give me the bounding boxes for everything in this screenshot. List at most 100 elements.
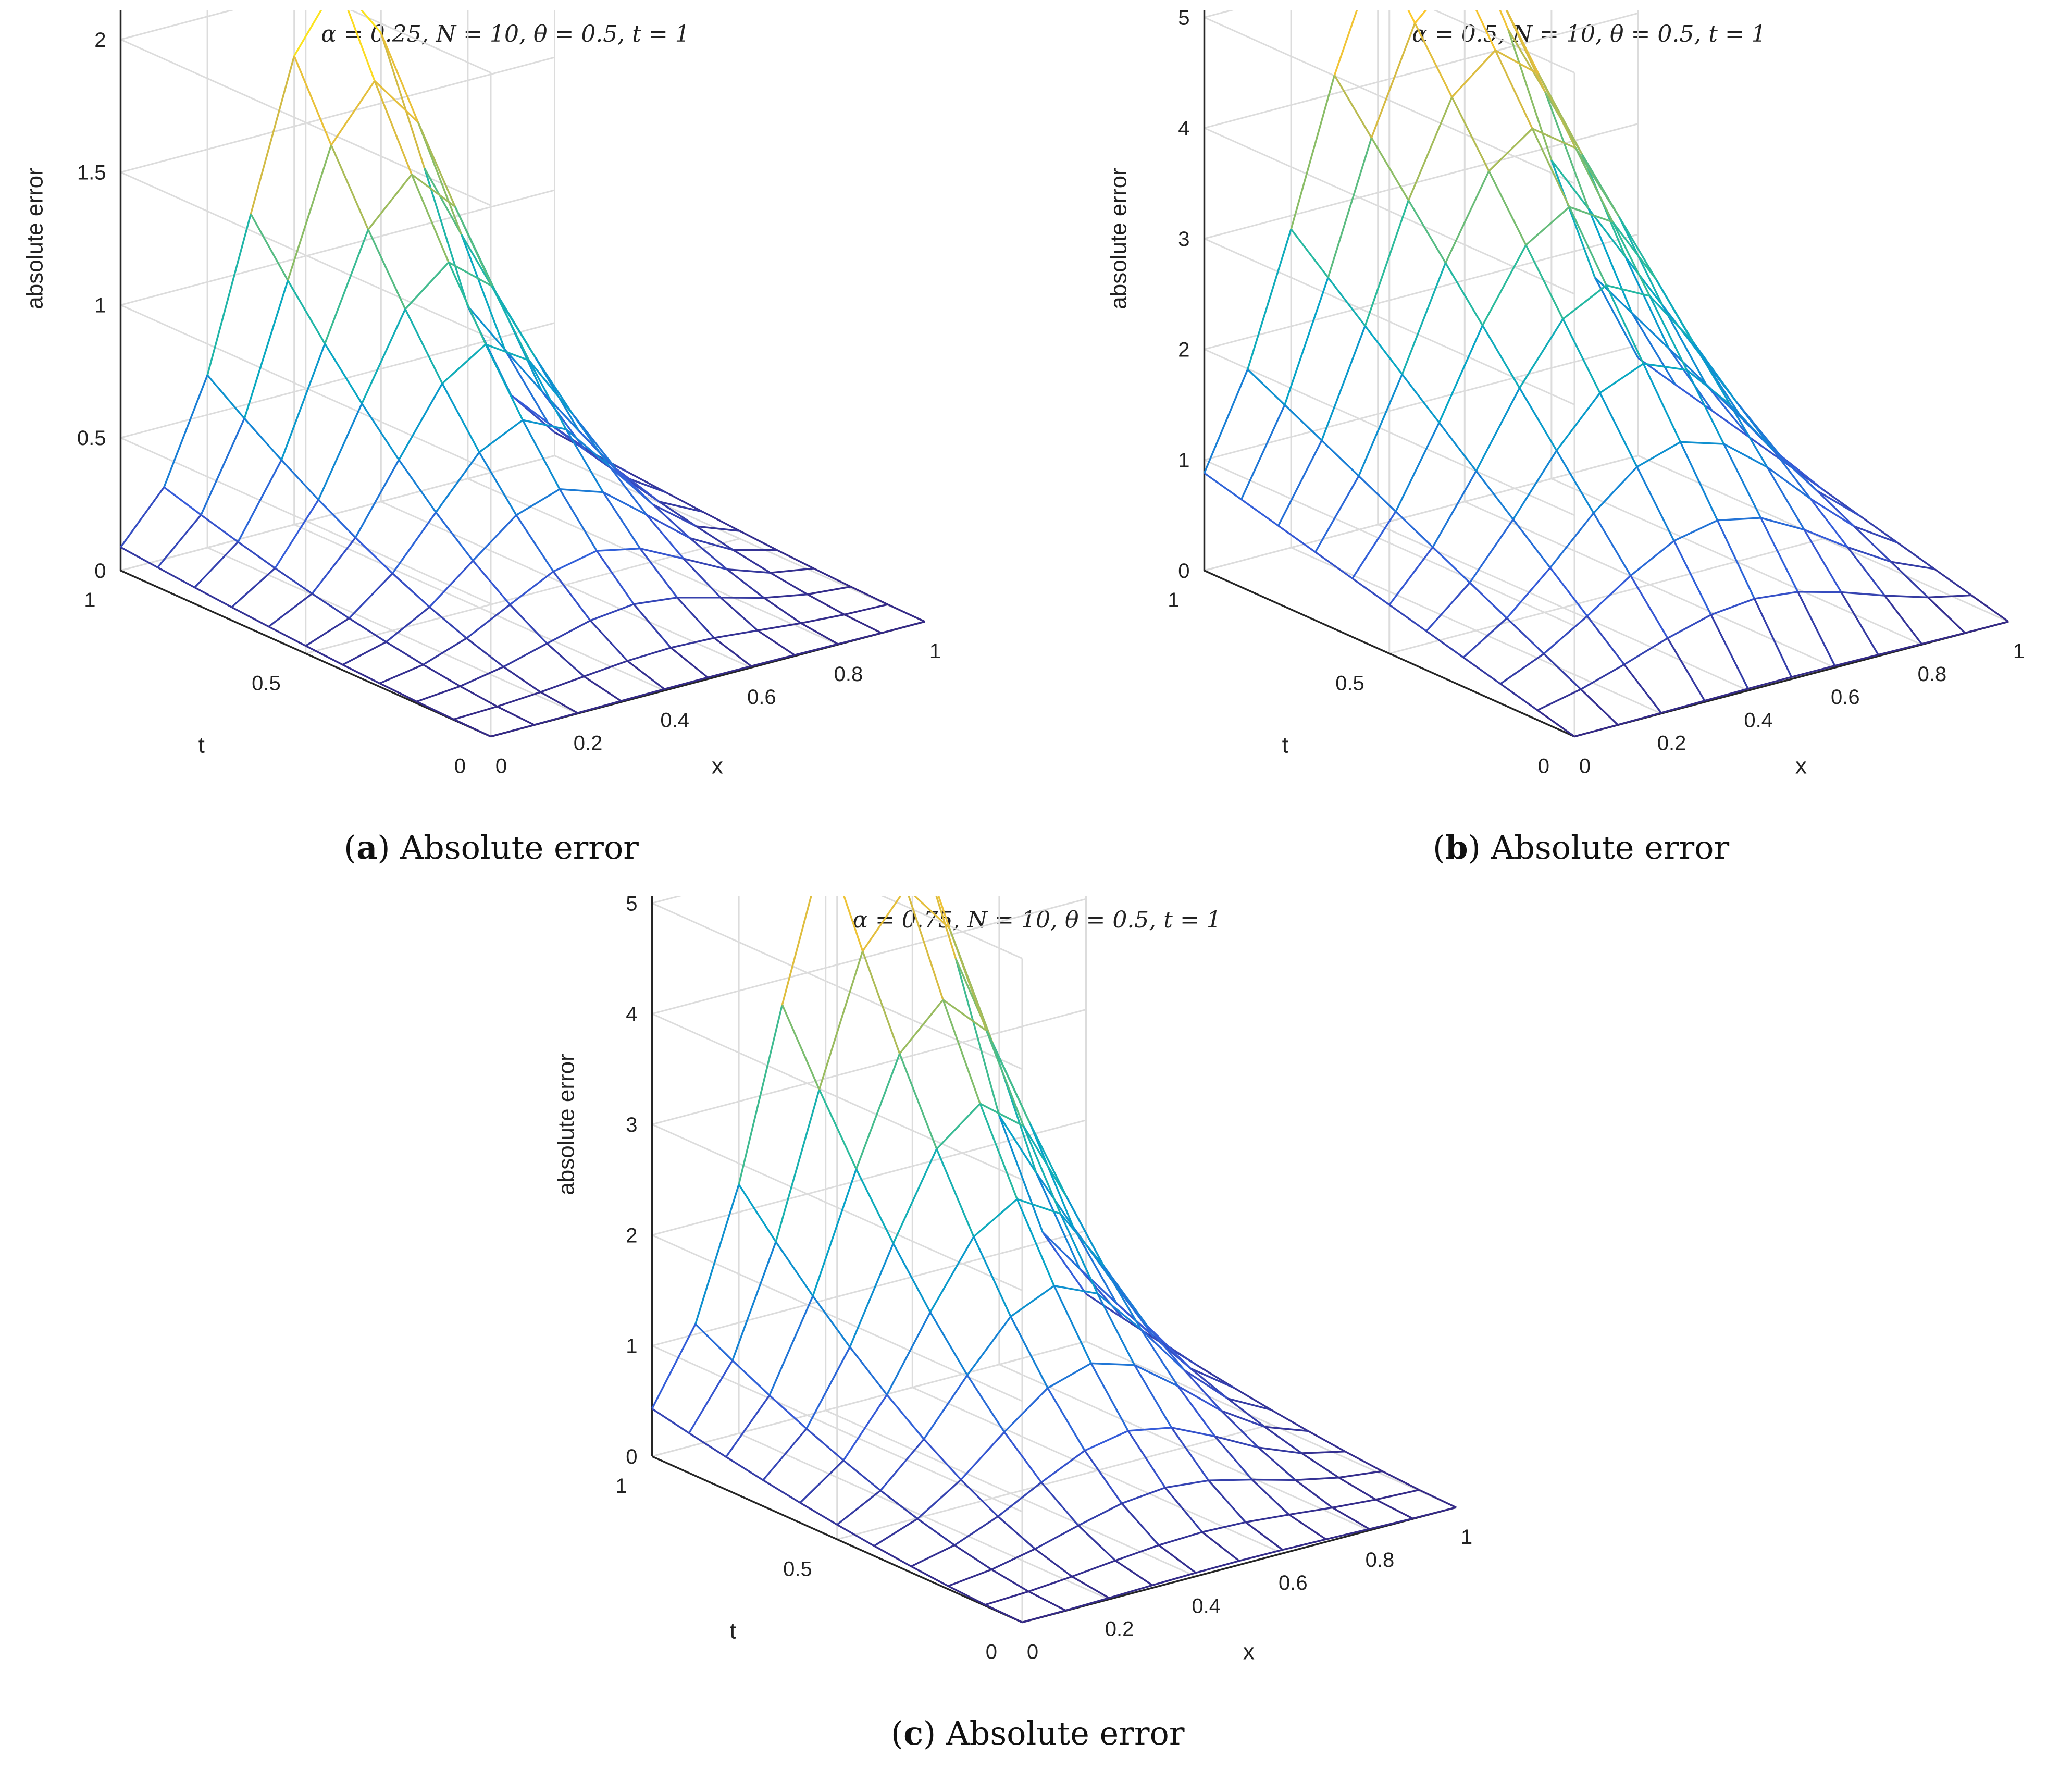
mesh-segment-t (935, 896, 957, 959)
mesh-segment-t (1016, 1198, 1061, 1215)
mesh-segment-t (1053, 1284, 1098, 1295)
caption-a-letter: a (356, 828, 378, 867)
mesh-segment-t (1747, 676, 1792, 690)
mesh-segment-x (652, 503, 691, 539)
x-tick-label: 0.6 (747, 686, 776, 709)
mesh-segment-t (1091, 1362, 1135, 1366)
mesh-segment-t (714, 629, 758, 639)
mesh-segment-t (1190, 1367, 1235, 1389)
mesh-segment-t (615, 468, 660, 503)
mesh-segment-t (1816, 490, 1861, 517)
mesh-segment-x (1370, 137, 1410, 201)
mesh-segment-t (1519, 318, 1564, 389)
mesh-segment-t (1710, 598, 1755, 616)
mesh-segment-x (775, 1241, 814, 1297)
gridline-z-back (652, 896, 681, 904)
mesh-segment-t (1028, 1575, 1073, 1592)
gridline-z-left (350, 10, 491, 73)
mesh-segment-x (633, 603, 672, 649)
mesh-segment-t (708, 665, 752, 678)
mesh-segment-x (628, 472, 666, 493)
mesh-segment-t (1810, 498, 1855, 527)
mesh-segment-x (1338, 1477, 1376, 1501)
t-axis-label: t (730, 1618, 736, 1643)
mesh-segment-x (1896, 541, 1935, 570)
t-tick-label: 1 (84, 589, 95, 612)
mesh-segment-x (651, 1408, 690, 1434)
mesh-segment-t (293, 10, 322, 57)
mesh-segment-x (1475, 470, 1514, 520)
mesh-segment-x (850, 586, 888, 605)
mesh-segment-t (842, 1394, 888, 1461)
mesh-segment-t (1221, 1409, 1265, 1428)
mesh-segment-t (1668, 348, 1714, 412)
mesh-segment-t (1451, 50, 1496, 98)
mesh-segment-x (1543, 653, 1582, 690)
mesh-segment-t (689, 537, 734, 551)
mesh-segment-x (1507, 29, 1546, 93)
mesh-segment-x (1240, 499, 1279, 527)
mesh-segment-t (818, 950, 864, 1090)
mesh-segment-t (1965, 621, 2009, 634)
mesh-segment-t (1047, 1362, 1092, 1389)
mesh-segment-x (1040, 1481, 1080, 1526)
mesh-segment-x (1772, 450, 1812, 500)
t-tick-label: 0 (1538, 755, 1549, 778)
mesh-segment-t (560, 488, 603, 493)
mesh-segment-x (280, 459, 319, 501)
mesh-segment-t (1432, 471, 1477, 548)
mesh-segment-t (836, 1490, 882, 1526)
mesh-segment-t (584, 660, 628, 677)
mesh-segment-x (541, 390, 580, 432)
mesh-segment-x (1488, 170, 1527, 246)
mesh-segment-t (1475, 387, 1521, 472)
mesh-segment-x (689, 537, 728, 570)
mesh-segment-t (354, 459, 400, 538)
z-axis-label: absolute error (22, 168, 48, 309)
mesh-segment-x (1127, 1430, 1166, 1488)
mesh-segment-x (1071, 1576, 1110, 1599)
mesh-segment-x (355, 537, 393, 574)
mesh-segment-t (1029, 1122, 1074, 1228)
mesh-segment-t (1549, 512, 1595, 568)
mesh-segment-x (1321, 440, 1360, 477)
mesh-segment-x (1525, 244, 1564, 319)
mesh-segment-x (1667, 637, 1706, 701)
plot-title: α = 0.5, N = 10, θ = 0.5, t = 1 (1412, 21, 1766, 47)
mesh-segment-t (991, 1548, 1036, 1570)
mesh-segment-x (404, 308, 443, 384)
mesh-segment-t (1438, 325, 1484, 423)
gridline-x-floor (738, 1432, 1110, 1600)
mesh-segment-x (937, 896, 951, 929)
mesh-segment-x (379, 682, 417, 702)
mesh-segment-x (595, 550, 635, 605)
caption-c: (c) Absolute error (891, 1714, 1185, 1752)
mesh-segment-x (330, 144, 369, 230)
mesh-segment-x (349, 617, 387, 643)
gridline-x-floor (912, 1387, 1283, 1554)
mesh-segment-t (528, 360, 574, 415)
mesh-segment-t (533, 712, 578, 726)
mesh-segment-x (503, 666, 541, 693)
mesh-segment-x (535, 357, 574, 415)
t-axis-label: t (198, 732, 205, 758)
mesh-segment-t (1333, 10, 1358, 76)
mesh-segment-t (206, 214, 252, 376)
mesh-segment-t (1643, 363, 1687, 371)
mesh-segment-x (1419, 1489, 1457, 1508)
mesh-segment-x (1655, 279, 1694, 343)
mesh-segment-t (998, 1115, 1044, 1233)
mesh-segment-t (1574, 147, 1620, 218)
mesh-segment-t (1804, 528, 1848, 548)
mesh-segment-x (1637, 357, 1676, 386)
mesh-segment-t (553, 550, 598, 573)
caption-b-letter: b (1445, 828, 1468, 867)
mesh-segment-t (1630, 540, 1675, 577)
mesh-segment-t (1295, 1476, 1339, 1481)
mesh-segment-x (1208, 1480, 1247, 1523)
mesh-segment-x (781, 1004, 821, 1090)
mesh-segment-t (1853, 525, 1898, 543)
mesh-segment-x (416, 700, 454, 721)
surface-plot-b: α = 0.5, N = 10, θ = 0.5, t = 1012345600… (1106, 10, 2025, 778)
mesh-segment-t (522, 419, 566, 430)
